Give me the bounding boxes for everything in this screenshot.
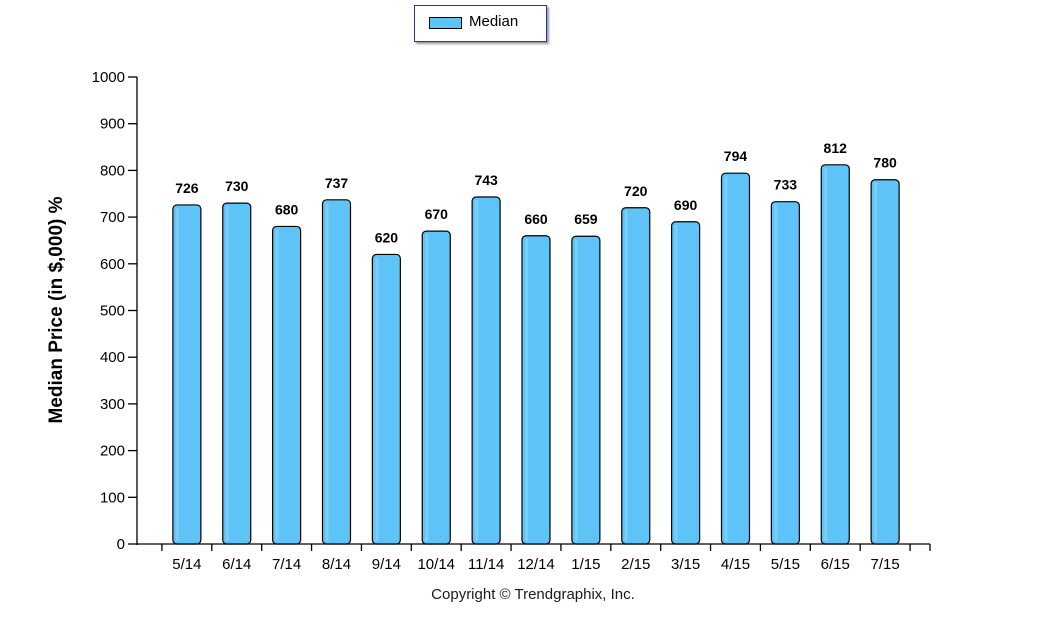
copyright-text: Copyright © Trendgraphix, Inc.	[431, 586, 635, 603]
x-tick-label-1/15: 1/15	[571, 556, 600, 573]
bar-4/15	[720, 172, 751, 545]
data-label-5/14: 726	[175, 180, 199, 196]
bar-10/14	[421, 230, 451, 545]
bar-highlight-11/14	[475, 200, 479, 542]
x-tick-label-6/15: 6/15	[821, 556, 850, 573]
y-tick-label-400: 400	[100, 349, 125, 366]
data-label-2/15: 720	[624, 183, 648, 199]
data-label-4/15: 794	[724, 148, 748, 164]
bar-11/14	[471, 196, 501, 545]
y-tick-label-600: 600	[100, 256, 125, 273]
y-tick-label-700: 700	[100, 209, 125, 226]
y-tick-label-100: 100	[100, 489, 125, 506]
data-label-1/15: 659	[574, 211, 598, 227]
bar-highlight-5/15	[774, 204, 778, 541]
x-tick-label-7/15: 7/15	[871, 556, 900, 573]
data-label-3/15: 690	[674, 197, 698, 213]
bar-highlight-6/14	[225, 206, 229, 541]
x-tick-label-8/14: 8/14	[322, 556, 351, 573]
bar-highlight-2/15	[624, 210, 628, 541]
data-label-10/14: 670	[425, 206, 449, 222]
y-tick-label-300: 300	[100, 396, 125, 413]
x-tick-label-9/14: 9/14	[372, 556, 401, 573]
data-label-8/14: 737	[325, 175, 349, 191]
x-tick-label-10/14: 10/14	[417, 556, 455, 573]
x-tick-label-7/14: 7/14	[272, 556, 301, 573]
plot-area: 0 100 200 300 400 500 600 700 800 900 1000 726 5/14 7…	[92, 69, 931, 573]
legend-label: Median	[469, 13, 519, 30]
x-tick-label-5/15: 5/15	[771, 556, 800, 573]
data-label-6/15: 812	[824, 140, 848, 156]
data-label-7/14: 680	[275, 201, 299, 217]
bar-highlight-12/14	[524, 238, 528, 541]
bar-8/14	[321, 199, 352, 545]
bar-highlight-10/14	[425, 234, 429, 542]
bar-highlight-9/14	[375, 257, 379, 541]
bar-7/15	[870, 179, 900, 545]
y-tick-label-0: 0	[117, 536, 125, 553]
data-label-11/14: 743	[474, 172, 498, 188]
x-tick-label-6/14: 6/14	[222, 556, 251, 573]
bar-12/14	[521, 235, 551, 545]
bar-2/15	[621, 207, 651, 545]
bar-1/15	[571, 235, 601, 545]
bar-9/14	[371, 253, 401, 545]
bar-highlight-7/15	[874, 182, 878, 542]
bar-highlight-7/14	[275, 229, 279, 541]
y-tick-label-500: 500	[100, 303, 125, 320]
x-tick-label-3/15: 3/15	[671, 556, 700, 573]
data-label-12/14: 660	[524, 211, 548, 227]
legend: Median	[414, 5, 547, 42]
data-label-7/15: 780	[873, 155, 897, 171]
bar-highlight-8/14	[325, 202, 329, 542]
bar-6/15	[820, 164, 850, 545]
x-tick-label-12/14: 12/14	[517, 556, 555, 573]
data-label-5/15: 733	[774, 177, 798, 193]
bar-5/14	[172, 204, 202, 545]
x-tick-label-5/14: 5/14	[172, 556, 201, 573]
bar-highlight-6/15	[824, 167, 828, 541]
legend-swatch	[429, 17, 462, 29]
bar-highlight-5/14	[175, 207, 179, 541]
bar-highlight-3/15	[674, 224, 678, 541]
data-label-9/14: 620	[375, 229, 399, 245]
y-tick-label-900: 900	[100, 116, 125, 133]
bar-5/15	[770, 201, 800, 545]
y-tick-label-800: 800	[100, 162, 125, 179]
y-tick-label-200: 200	[100, 443, 125, 460]
bar-highlight-4/15	[724, 176, 728, 541]
x-tick-label-2/15: 2/15	[621, 556, 650, 573]
bar-3/15	[671, 221, 701, 545]
data-label-6/14: 730	[225, 178, 249, 194]
x-tick-label-11/14: 11/14	[468, 556, 504, 573]
x-tick-label-4/15: 4/15	[721, 556, 750, 573]
bar-6/14	[222, 202, 252, 545]
bar-7/14	[272, 225, 302, 545]
y-tick-label-1000: 1000	[92, 69, 125, 86]
bar-highlight-1/15	[574, 239, 578, 541]
